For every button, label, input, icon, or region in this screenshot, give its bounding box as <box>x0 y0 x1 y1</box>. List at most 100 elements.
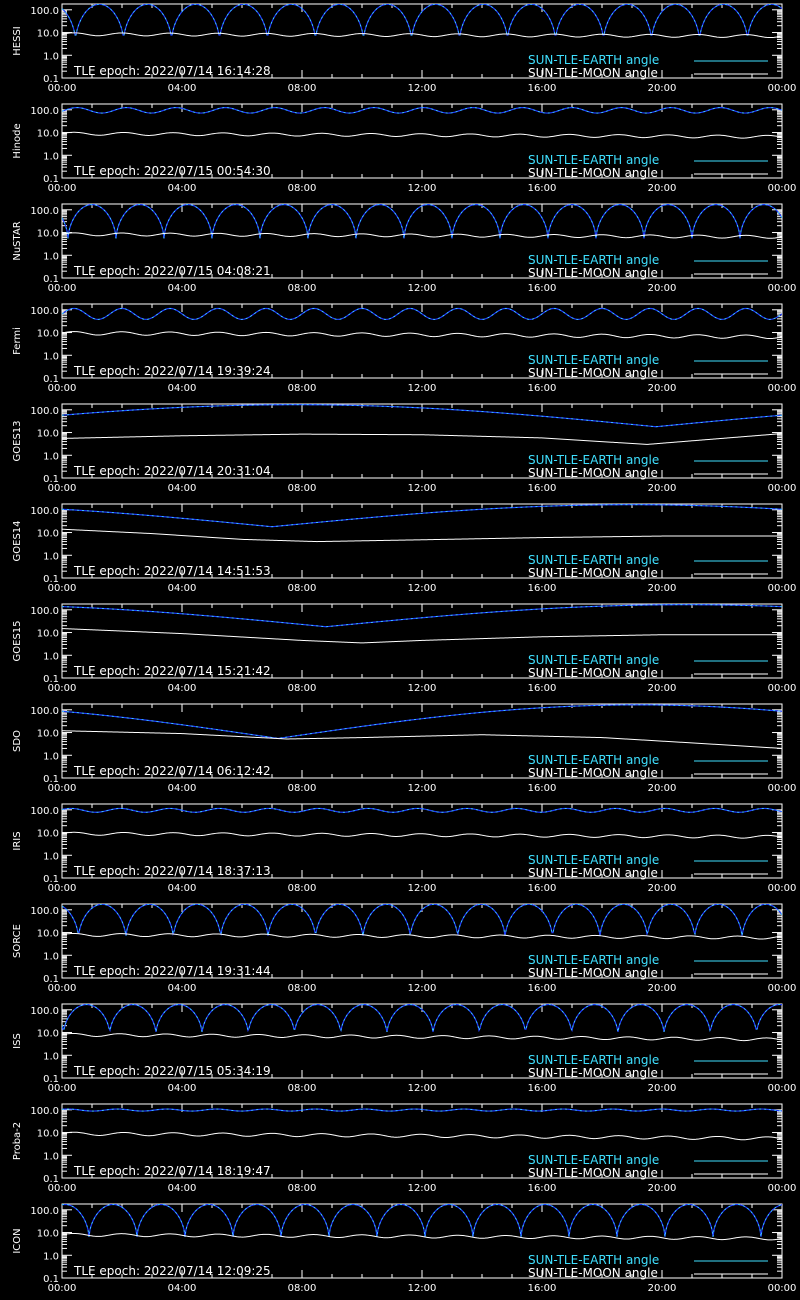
x-tick-label: 08:00 <box>288 683 317 694</box>
y-tick-label: 100.0 <box>30 706 59 717</box>
legend-moon-label: SUN-TLE-MOON angle <box>528 1066 658 1080</box>
earth-angle-highlight <box>62 504 782 528</box>
y-tick-label: 1.0 <box>43 151 59 162</box>
x-tick-label: 00:00 <box>48 683 77 694</box>
x-tick-label: 04:00 <box>168 83 197 94</box>
earth-angle-highlight <box>62 204 782 239</box>
panel-sdo: 100.010.01.00.100:00 04:00 08:00 12:00 16:00… <box>12 703 796 794</box>
y-tick-label: 1.0 <box>43 451 59 462</box>
x-tick-label: 08:00 <box>288 383 317 394</box>
satellite-name-label: ICON <box>12 1228 23 1253</box>
x-tick-label: 08:00 <box>288 183 317 194</box>
x-tick-label: 16:00 <box>528 683 557 694</box>
x-tick-label: 16:00 <box>528 1083 557 1094</box>
panel-hinode: 100.010.01.00.100:00 04:00 08:00 12:00 16:00… <box>12 103 797 194</box>
legend-earth-label: SUN-TLE-EARTH angle <box>528 53 659 67</box>
y-tick-label: 10.0 <box>37 429 59 440</box>
x-tick-label: 00:00 <box>48 583 77 594</box>
y-tick-label: 1.0 <box>43 1251 59 1262</box>
x-tick-label: 08:00 <box>288 283 317 294</box>
x-tick-label: 00:00 <box>768 983 797 994</box>
x-tick-label: 08:00 <box>288 583 317 594</box>
legend-earth-label: SUN-TLE-EARTH angle <box>528 353 659 367</box>
y-tick-label: 1.0 <box>43 1151 59 1162</box>
legend-moon-label: SUN-TLE-MOON angle <box>528 966 658 980</box>
legend-earth-label: SUN-TLE-EARTH angle <box>528 753 659 767</box>
tle-epoch-label: TLE epoch: 2022/07/14 14:51:53 <box>73 564 271 578</box>
moon-angle-line <box>62 628 782 644</box>
earth-angle-highlight <box>62 308 782 320</box>
legend-moon-label: SUN-TLE-MOON angle <box>528 566 658 580</box>
earth-angle-highlight <box>62 404 782 428</box>
x-tick-label: 04:00 <box>168 183 197 194</box>
x-tick-label: 04:00 <box>168 1083 197 1094</box>
moon-angle-line <box>62 1032 782 1042</box>
y-tick-label: 100.0 <box>30 606 59 617</box>
panel-goes15: 100.010.01.00.100:00 04:00 08:00 12:00 16:00… <box>12 603 797 694</box>
y-tick-label: 1.0 <box>43 251 59 262</box>
y-tick-label: 100.0 <box>30 206 59 217</box>
legend-earth-label: SUN-TLE-EARTH angle <box>528 153 659 167</box>
y-tick-label: 0.1 <box>43 574 59 585</box>
y-tick-label: 0.1 <box>43 374 59 385</box>
earth-angle-highlight <box>62 4 782 36</box>
y-tick-label: 1.0 <box>43 851 59 862</box>
moon-angle-line <box>62 1232 782 1241</box>
tle-epoch-label: TLE epoch: 2022/07/14 06:12:42 <box>73 764 271 778</box>
x-tick-label: 08:00 <box>288 983 317 994</box>
x-tick-label: 16:00 <box>528 383 557 394</box>
x-tick-label: 04:00 <box>168 483 197 494</box>
x-tick-label: 04:00 <box>168 1283 197 1294</box>
x-tick-label: 12:00 <box>408 783 437 794</box>
y-tick-label: 0.1 <box>43 974 59 985</box>
y-tick-label: 100.0 <box>30 306 59 317</box>
x-tick-label: 00:00 <box>48 1183 77 1194</box>
y-tick-label: 10.0 <box>37 129 59 140</box>
moon-angle-line <box>62 932 782 940</box>
x-tick-label: 12:00 <box>408 283 437 294</box>
x-tick-label: 16:00 <box>528 283 557 294</box>
moon-angle-line <box>62 730 782 749</box>
x-tick-label: 12:00 <box>408 983 437 994</box>
moon-angle-line <box>62 32 782 39</box>
x-tick-label: 20:00 <box>648 1283 677 1294</box>
x-tick-label: 12:00 <box>408 1183 437 1194</box>
x-tick-label: 04:00 <box>168 983 197 994</box>
moon-angle-line <box>62 1131 782 1141</box>
satellite-name-label: Fermi <box>12 327 23 355</box>
x-tick-label: 12:00 <box>408 683 437 694</box>
y-tick-label: 1.0 <box>43 551 59 562</box>
earth-angle-highlight <box>62 604 782 628</box>
panel-fermi: 100.010.01.00.100:00 04:00 08:00 12:00 16:00… <box>12 303 796 394</box>
moon-angle-line <box>62 528 782 543</box>
x-tick-label: 16:00 <box>528 183 557 194</box>
x-tick-label: 00:00 <box>768 583 797 594</box>
x-tick-label: 00:00 <box>768 683 797 694</box>
x-tick-label: 16:00 <box>528 583 557 594</box>
legend-moon-label: SUN-TLE-MOON angle <box>528 1166 658 1180</box>
satellite-name-label: HESSI <box>12 26 23 55</box>
y-tick-label: 0.1 <box>43 774 59 785</box>
x-tick-label: 00:00 <box>768 283 797 294</box>
y-tick-label: 10.0 <box>37 329 59 340</box>
x-tick-label: 20:00 <box>648 583 677 594</box>
satellite-name-label: ISS <box>12 1033 23 1049</box>
y-tick-label: 10.0 <box>37 929 59 940</box>
x-tick-label: 12:00 <box>408 883 437 894</box>
x-tick-label: 00:00 <box>768 183 797 194</box>
moon-angle-line <box>62 131 782 139</box>
tle-epoch-label: TLE epoch: 2022/07/14 19:39:24 <box>73 364 271 378</box>
x-tick-label: 08:00 <box>288 883 317 894</box>
panel-nustar: 100.010.01.00.100:00 04:00 08:00 12:00 16:00… <box>12 203 797 294</box>
y-tick-label: 0.1 <box>43 274 59 285</box>
y-tick-label: 10.0 <box>37 1229 59 1240</box>
legend-moon-label: SUN-TLE-MOON angle <box>528 1266 658 1280</box>
satellite-name-label: Proba-2 <box>12 1122 23 1160</box>
x-tick-label: 08:00 <box>288 783 317 794</box>
satellite-name-label: GOES13 <box>12 420 23 461</box>
moon-angle-line <box>62 831 782 839</box>
satellite-name-label: NuSTAR <box>12 221 23 260</box>
x-tick-label: 16:00 <box>528 983 557 994</box>
x-tick-label: 08:00 <box>288 1183 317 1194</box>
x-tick-label: 04:00 <box>168 283 197 294</box>
